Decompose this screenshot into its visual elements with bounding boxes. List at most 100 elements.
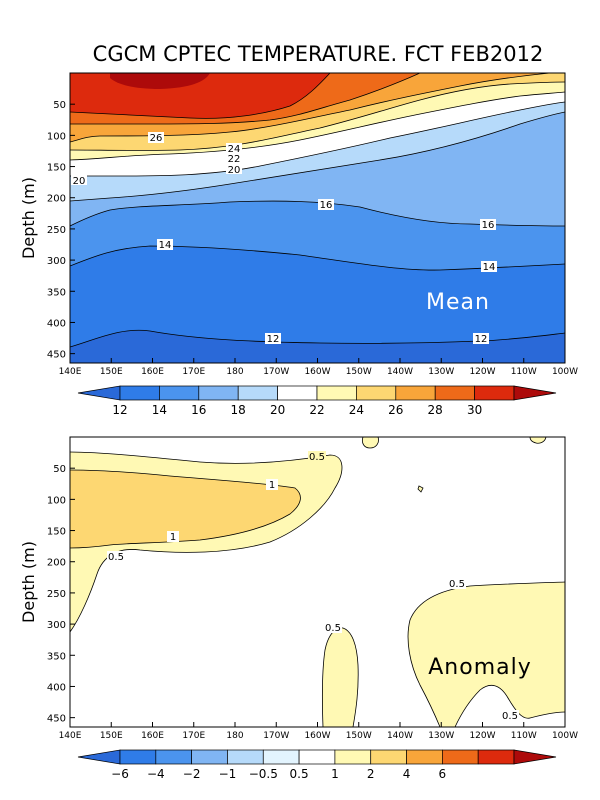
x-tick-label: 150E	[100, 731, 123, 741]
colorbar-segment	[334, 749, 372, 765]
chart-title: CGCM CPTEC TEMPERATURE. FCT FEB2012	[93, 42, 544, 66]
y-tick-label: 300	[47, 620, 66, 631]
colorbar-low-arrow	[77, 385, 121, 401]
x-tick-label: 150W	[346, 731, 372, 741]
x-tick-label: 170W	[263, 731, 289, 741]
anomaly-panel: 0.5 1 1 0.5 0.5 0.5 0.5 Anomaly Depth (m…	[19, 436, 578, 741]
colorbar-label: −0.5	[249, 767, 278, 781]
anomaly-contour-label: 1	[170, 532, 176, 543]
anomaly-contour-label: 0.5	[502, 711, 518, 722]
colorbar-segment	[198, 385, 239, 401]
colorbar-label: 6	[439, 767, 447, 781]
y-tick-label: 250	[47, 225, 66, 236]
anomaly-contour-label: 0.5	[309, 452, 325, 463]
x-tick-label: 110W	[511, 367, 537, 377]
colorbar-segment	[119, 385, 160, 401]
colorbar-segment	[442, 749, 479, 765]
panel-label-mean: Mean	[426, 290, 490, 315]
x-tick-label: 160E	[141, 731, 164, 741]
colorbar-label: 20	[270, 403, 285, 417]
x-tick-label: 130W	[428, 367, 454, 377]
colorbar-label: 18	[231, 403, 246, 417]
colorbar-label: 22	[309, 403, 324, 417]
y-tick-label: 200	[47, 194, 66, 205]
colorbar-segment	[227, 749, 264, 765]
anomaly-colorbar: −6 −4 −2 −1 −0.5 0.5 1 2 4 6	[77, 749, 557, 781]
y-tick-label: 100	[47, 131, 66, 142]
colorbar-segment	[477, 749, 515, 765]
x-tick-label: 170W	[263, 367, 289, 377]
y-tick-label: 50	[53, 464, 66, 475]
mean-contour-label: 20	[73, 176, 86, 187]
y-tick-label: 400	[47, 682, 66, 693]
y-tick-label: 50	[53, 100, 66, 111]
anomaly-contour-label: 1	[269, 480, 275, 491]
x-tick-label: 100W	[552, 731, 578, 741]
x-tick-label: 180	[226, 367, 243, 377]
x-tick-label: 130W	[428, 731, 454, 741]
colorbar-label: 26	[388, 403, 403, 417]
colorbar-segment	[191, 749, 228, 765]
x-tick-label: 100W	[552, 367, 578, 377]
colorbar-segment	[406, 749, 443, 765]
mean-contour-label: 16	[482, 220, 495, 231]
colorbar-label: 1	[331, 767, 339, 781]
mean-axis-ticks: 140E 150E 160E 170E 180 170W 160W 150W 140W 130W 1…	[47, 100, 578, 377]
x-tick-label: 140W	[387, 367, 413, 377]
x-tick-label: 110W	[511, 731, 537, 741]
x-tick-label: 170E	[182, 731, 205, 741]
y-axis-label: Depth (m)	[19, 177, 38, 259]
colorbar-segment	[155, 749, 192, 765]
x-tick-label: 150E	[100, 367, 123, 377]
colorbar-low-arrow	[77, 749, 121, 765]
y-tick-label: 450	[47, 714, 66, 725]
colorbar-label: 14	[152, 403, 167, 417]
colorbar-segment	[434, 385, 475, 401]
anomaly-contour-label: 0.5	[325, 623, 341, 634]
mean-contour-label: 12	[475, 334, 488, 345]
colorbar-label: 0.5	[290, 767, 309, 781]
mean-contour-label: 26	[150, 133, 163, 144]
mean-contour-label: 24	[228, 144, 241, 155]
y-tick-label: 150	[47, 163, 66, 174]
colorbar-label: 12	[112, 403, 127, 417]
colorbar-label: −2	[183, 767, 201, 781]
mean-panel: 26 24 22 20 20 16 16 14 14 12 12 Mean De…	[19, 72, 578, 377]
y-tick-label: 250	[47, 589, 66, 600]
colorbar-label: −1	[219, 767, 237, 781]
mean-contour-label: 20	[228, 165, 241, 176]
x-tick-label: 150W	[346, 367, 372, 377]
colorbar-segment	[277, 385, 318, 401]
x-tick-label: 140E	[59, 367, 82, 377]
y-tick-label: 200	[47, 558, 66, 569]
colorbar-label: 16	[191, 403, 206, 417]
colorbar-label: 24	[349, 403, 364, 417]
colorbar-label: 4	[403, 767, 411, 781]
x-tick-label: 140E	[59, 731, 82, 741]
anomaly-contour-lines	[70, 437, 565, 727]
colorbar-segment	[316, 385, 357, 401]
mean-contour-label: 16	[320, 200, 333, 211]
colorbar-label: −6	[111, 767, 129, 781]
x-tick-label: 160W	[304, 731, 330, 741]
mean-contour-label: 12	[267, 334, 280, 345]
x-tick-label: 120W	[469, 731, 495, 741]
mean-colorbar: 12 14 16 18 20 22 24 26 28 30	[77, 385, 557, 417]
y-tick-label: 450	[47, 350, 66, 361]
y-tick-label: 350	[47, 287, 66, 298]
anomaly-contour-label: 0.5	[108, 552, 124, 563]
colorbar-segment	[159, 385, 200, 401]
colorbar-label: 30	[467, 403, 482, 417]
colorbar-segment	[370, 749, 407, 765]
anomaly-axis-ticks: 140E 150E 160E 170E 180 170W 160W 150W 140W 130W 1…	[47, 464, 578, 741]
anomaly-contour-label: 0.5	[449, 579, 465, 590]
colorbar-label: 28	[428, 403, 443, 417]
y-tick-label: 400	[47, 318, 66, 329]
mean-contour-label: 22	[228, 154, 241, 165]
y-tick-label: 350	[47, 651, 66, 662]
x-tick-label: 160E	[141, 367, 164, 377]
mean-contour-label: 14	[483, 262, 496, 273]
x-tick-label: 180	[226, 731, 243, 741]
mean-contour-label: 14	[159, 240, 172, 251]
colorbar-high-arrow	[513, 385, 557, 401]
